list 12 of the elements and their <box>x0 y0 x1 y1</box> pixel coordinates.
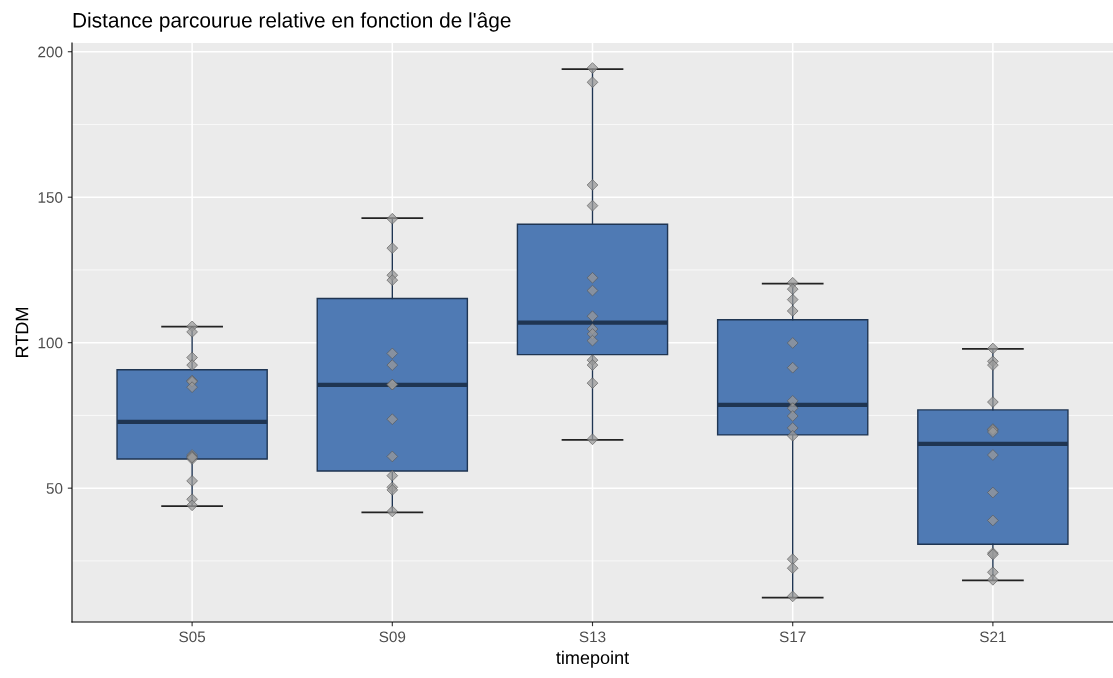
y-tick-label: 100 <box>38 337 63 349</box>
y-axis-title: RTDM <box>15 308 29 357</box>
y-tick-label: 50 <box>46 483 63 494</box>
y-tick-label: 200 <box>38 46 63 58</box>
chart-title: Distance parcourue relative en fonction de l'âge <box>73 12 511 32</box>
x-tick-label: S05 <box>179 631 206 643</box>
x-tick-label: S21 <box>979 631 1006 643</box>
y-tick-label: 150 <box>38 192 63 203</box>
x-axis-title: timepoint <box>556 650 629 668</box>
x-tick-label: S09 <box>379 631 406 643</box>
x-tick-label: S17 <box>779 631 806 643</box>
x-tick-label: S13 <box>579 631 606 643</box>
